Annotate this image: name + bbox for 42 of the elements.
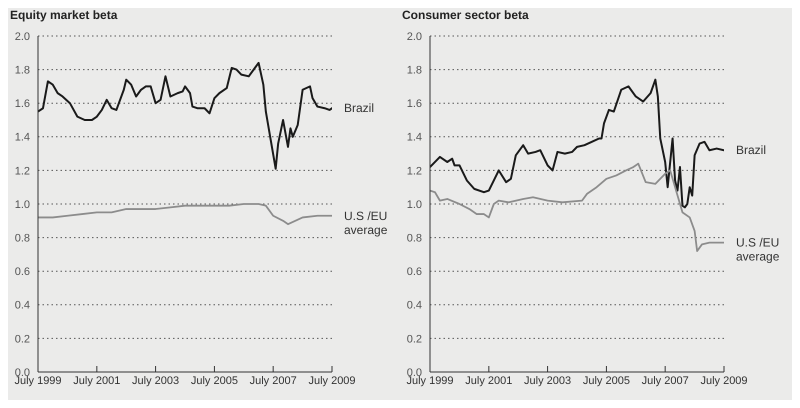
- x-tick-label: July 2007: [642, 374, 689, 387]
- y-tick-label: 1.2: [14, 165, 30, 178]
- y-tick-label: 1.8: [406, 64, 422, 77]
- y-tick-label: 1.0: [406, 198, 422, 211]
- y-tick-label: 1.2: [406, 165, 422, 178]
- y-tick-label: 1.6: [406, 98, 422, 110]
- line-series: [38, 62, 332, 170]
- line-series: [430, 162, 724, 252]
- chart-title: Consumer sector beta: [401, 8, 530, 24]
- x-tick-label: July 2005: [582, 374, 630, 387]
- y-tick-label: 1.0: [14, 198, 30, 211]
- line-series: [430, 78, 724, 208]
- x-tick-label: July 2001: [465, 374, 512, 387]
- y-tick-label: 0.2: [406, 333, 422, 346]
- chart-title: Equity market beta: [9, 8, 118, 24]
- y-tick-label: 0.6: [14, 266, 30, 278]
- x-tick-label: July 2005: [190, 374, 238, 387]
- x-tick-label: July 2003: [132, 374, 180, 387]
- x-tick-label: July 1999: [406, 374, 454, 387]
- y-tick-label: 0.8: [14, 232, 30, 245]
- x-tick-label: July 2001: [73, 374, 120, 387]
- line-series: [38, 203, 332, 226]
- y-tick-label: 0.4: [406, 300, 422, 312]
- x-tick-label: July 2007: [250, 374, 297, 387]
- x-tick-label: July 2009: [700, 374, 748, 387]
- y-tick-label: 1.8: [14, 64, 30, 77]
- series-label: Brazil: [344, 101, 374, 116]
- y-tick-label: 2.0: [14, 30, 30, 43]
- y-tick-label: 0.2: [14, 333, 30, 346]
- y-tick-label: 1.4: [14, 132, 30, 144]
- series-label: U.S /EU average: [736, 236, 780, 264]
- x-tick-label: July 2003: [524, 374, 572, 387]
- y-tick-label: 1.6: [14, 98, 30, 110]
- series-label: U.S /EU average: [344, 208, 388, 237]
- y-tick-label: 0.6: [406, 266, 422, 278]
- y-tick-label: 0.4: [14, 300, 30, 312]
- x-tick-label: July 2009: [308, 374, 356, 387]
- x-tick-label: July 1999: [14, 374, 62, 387]
- y-tick-label: 2.0: [406, 30, 422, 43]
- series-label: Brazil: [736, 143, 766, 158]
- y-tick-label: 0.8: [406, 232, 422, 245]
- y-tick-label: 1.4: [406, 132, 422, 144]
